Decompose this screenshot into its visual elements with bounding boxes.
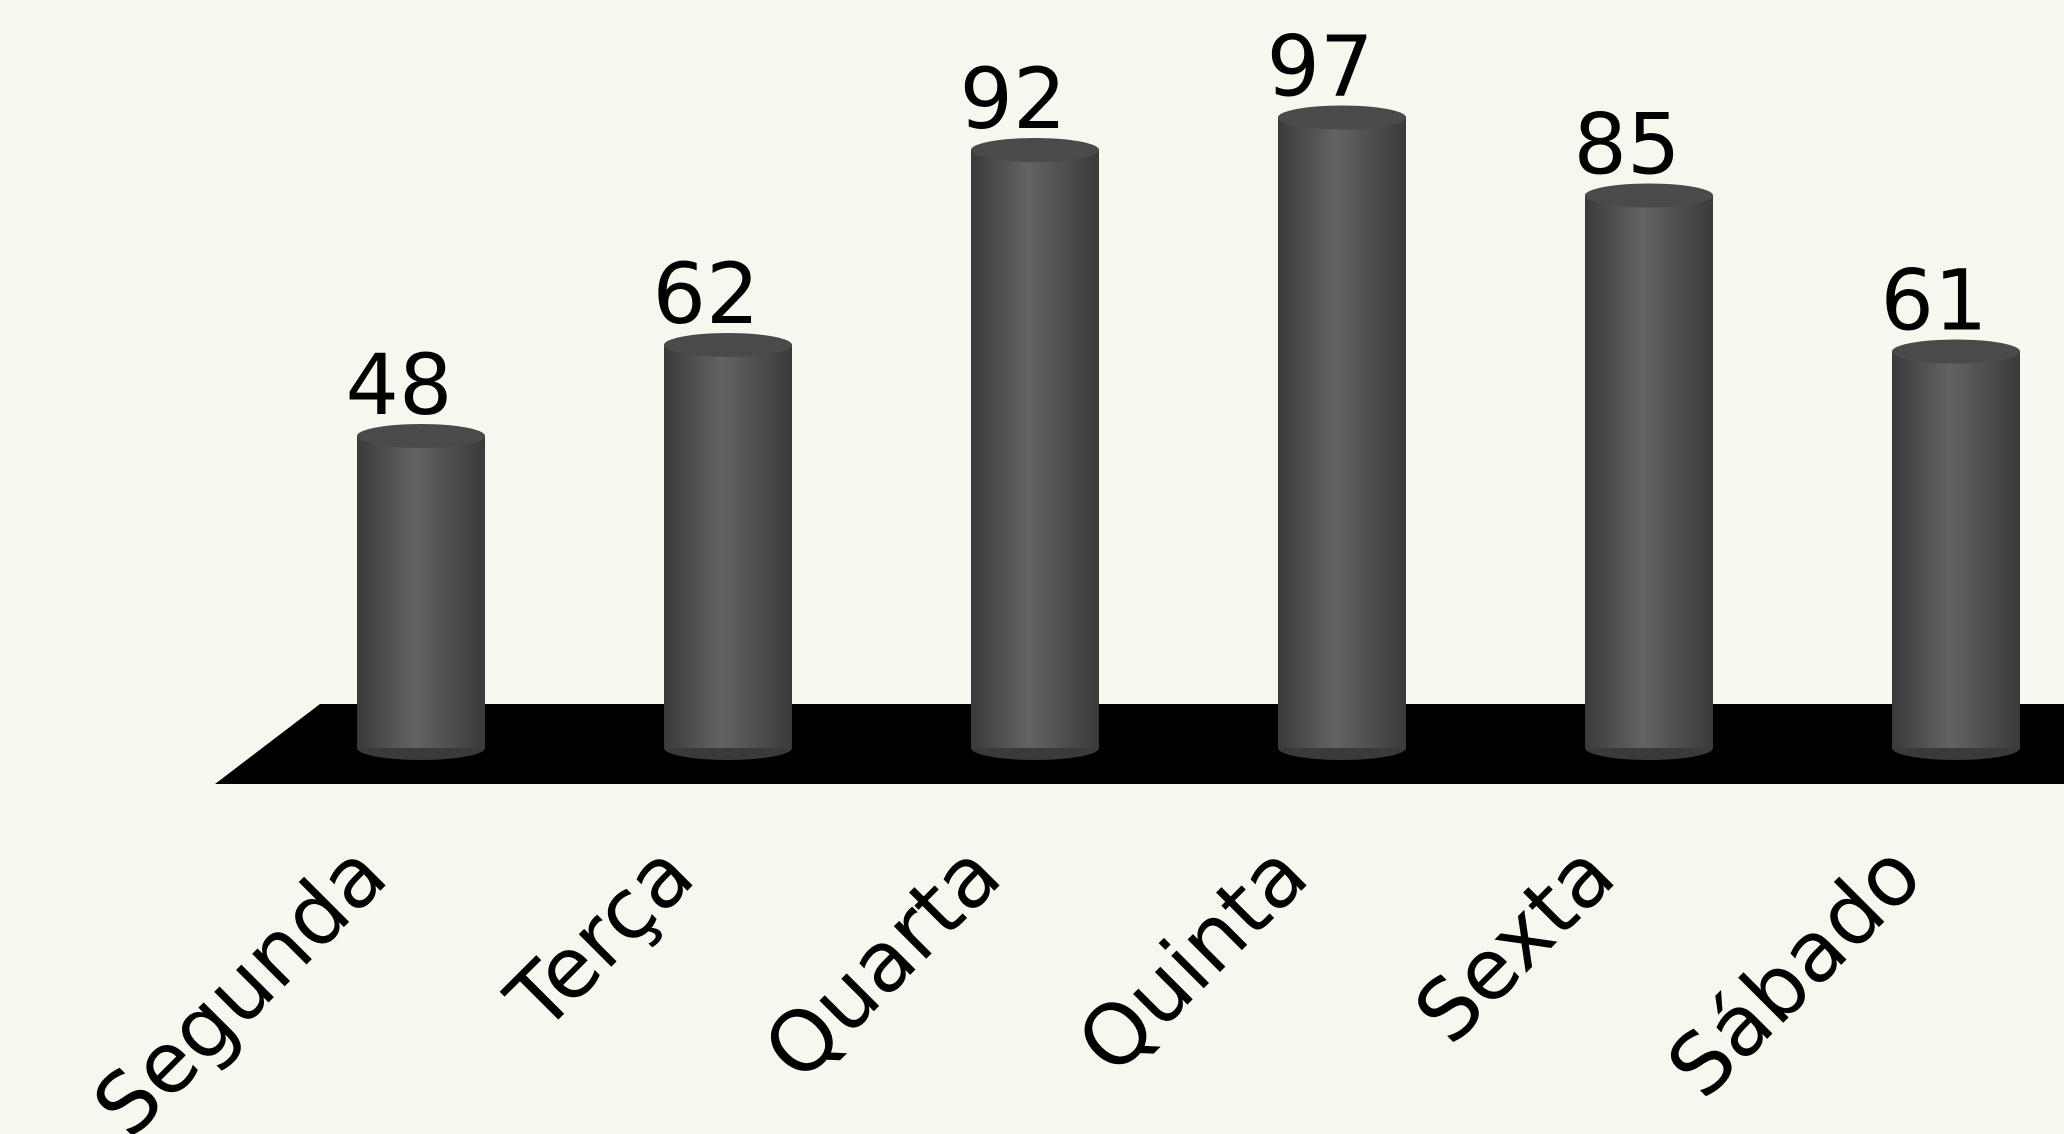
bar-top-terca: [664, 333, 792, 357]
category-label-sexta: Sexta: [1396, 825, 1633, 1062]
category-label-segunda: Segunda: [75, 825, 406, 1134]
category-label-terca: Terça: [487, 825, 712, 1050]
bar-quarta: [971, 138, 1099, 760]
value-labels-group: 48 62 92 97 85 61: [346, 18, 1988, 435]
bar-top-sabado: [1892, 339, 2020, 364]
value-label-sabado: 61: [1881, 252, 1988, 350]
bar-quinta: [1278, 105, 1406, 760]
bar-top-quinta: [1278, 105, 1406, 130]
bar-top-segunda: [357, 424, 485, 448]
bar-terca: [664, 333, 792, 760]
bar-body-quinta: [1278, 117, 1406, 748]
bar-sexta: [1585, 183, 1713, 760]
bar-segunda: [357, 424, 485, 760]
bar-body-terca: [664, 345, 792, 748]
chart-floor: [215, 704, 2064, 784]
bar-body-sabado: [1892, 351, 2020, 748]
category-label-sabado: Sábado: [1649, 825, 1941, 1117]
category-labels-group: Segunda Terça Quarta Quinta Sexta Sábado: [75, 825, 1941, 1134]
bar-top-sexta: [1585, 183, 1713, 208]
value-label-sexta: 85: [1574, 96, 1681, 194]
bars-group: [357, 105, 2020, 760]
value-label-segunda: 48: [346, 336, 453, 434]
value-label-quinta: 97: [1267, 18, 1374, 116]
bar-body-segunda: [357, 436, 485, 748]
value-label-terca: 62: [653, 245, 760, 343]
value-label-quarta: 92: [960, 50, 1067, 148]
bar-body-sexta: [1585, 195, 1713, 748]
category-label-quinta: Quinta: [1059, 825, 1327, 1093]
category-label-quarta: Quarta: [745, 825, 1019, 1099]
bar-sabado: [1892, 339, 2020, 760]
bar-top-quarta: [971, 138, 1099, 162]
bar-body-quarta: [971, 150, 1099, 748]
